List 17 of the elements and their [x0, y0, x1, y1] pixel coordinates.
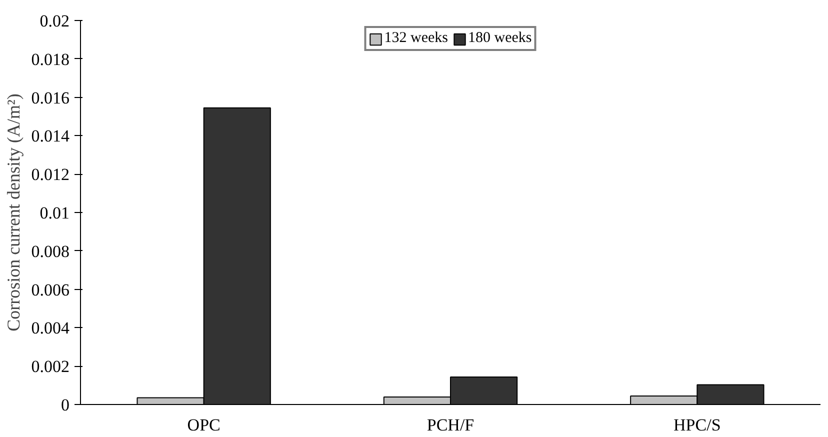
y-tick-label: 0.002 — [31, 357, 70, 376]
y-tick-label: 0.01 — [40, 204, 70, 222]
y-tick-label: 0.018 — [31, 50, 70, 69]
x-tick-label: HPC/S — [674, 416, 721, 434]
x-tick-label: OPC — [187, 416, 220, 434]
y-tick-label: 0.014 — [31, 126, 70, 146]
y-tick-label: 0.016 — [31, 88, 70, 108]
x-tick-label: PCH/F — [426, 416, 474, 434]
legend-label: 132 weeks — [384, 30, 448, 47]
y-tick-label: 0.004 — [31, 318, 70, 338]
y-tick-label: 0.02 — [40, 12, 70, 30]
y-tick-label: 0.006 — [31, 280, 70, 300]
y-tick-label: 0.012 — [31, 165, 70, 184]
y-tick-label: 0 — [61, 396, 70, 414]
y-tick-label: 0.008 — [31, 242, 70, 261]
legend-label: 180 weeks — [468, 30, 532, 47]
y-axis-title: Corrosion current density (A/m²) — [3, 94, 24, 332]
